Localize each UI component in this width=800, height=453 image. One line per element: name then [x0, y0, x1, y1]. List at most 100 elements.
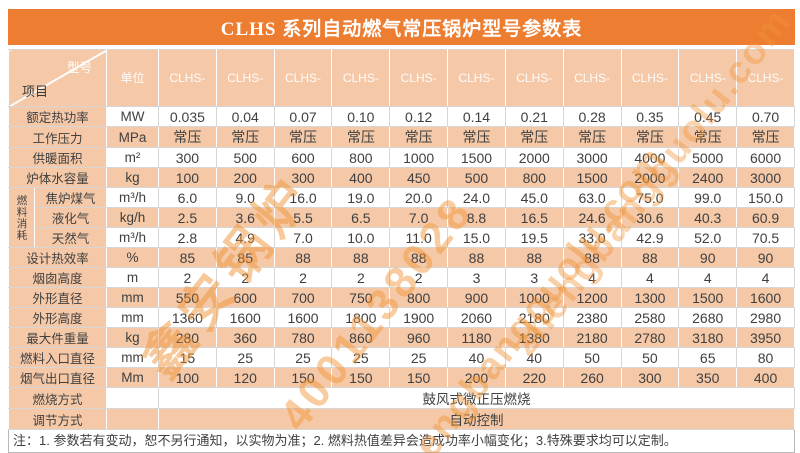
value-cell: 15: [158, 347, 217, 368]
unit-cell: kg: [106, 167, 159, 188]
corner-item-label: 项目: [22, 84, 49, 99]
unit-cell: kg: [106, 327, 159, 348]
value-cell: 200: [215, 167, 275, 188]
value-cell: 800: [504, 167, 564, 188]
value-cell: 300: [620, 367, 680, 388]
value-cell: 88: [504, 247, 564, 268]
value-cell: 0.14: [447, 106, 506, 127]
value-cell: 2.5: [158, 207, 217, 228]
value-cell: 0.04: [215, 106, 275, 127]
table-row: 额定热功率 MW 0.035 0.04 0.07 0.10 0.12 0.14 0.21 0.28…: [8, 106, 795, 127]
unit-cell: MPa: [106, 126, 159, 148]
unit-cell: [106, 387, 159, 409]
value-cell: 150: [331, 367, 391, 388]
value-cell: 4: [620, 267, 680, 288]
value-cell: 550: [158, 287, 217, 308]
unit-cell: MW: [106, 106, 159, 127]
value-cell: 40: [447, 347, 506, 368]
value-cell: 3000: [562, 147, 622, 168]
value-cell: 100: [158, 367, 217, 388]
value-cell: 常压: [389, 126, 449, 148]
row-label: 燃烧方式: [8, 387, 107, 409]
value-cell: 100: [158, 167, 217, 188]
row-label: 最大件重量: [8, 327, 107, 348]
value-cell: 88: [331, 247, 391, 268]
table-row: 天然气 m³/h 2.8 4.9 7.0 10.0 11.0 15.0 19.5 33.0 42.9…: [9, 227, 795, 248]
value-cell: 4.9: [215, 227, 275, 248]
table-body: 额定热功率 MW 0.035 0.04 0.07 0.10 0.12 0.14 0.21 0.28…: [8, 106, 795, 430]
value-cell: 25: [215, 347, 275, 368]
value-cell: 1500: [447, 147, 506, 168]
model-prefix: CLHS-: [227, 71, 264, 85]
row-label: 焦炉煤气: [34, 187, 107, 208]
value-cell: 3000: [736, 167, 795, 188]
value-cell: 150.0: [736, 187, 795, 208]
model-header-cell: CLHS-0.05: [215, 49, 275, 107]
model-prefix: CLHS-: [574, 71, 611, 85]
value-cell: 600: [215, 287, 275, 308]
value-cell: 860: [331, 327, 391, 348]
table-row: 外形高度 mm 1360 1600 1600 1800 1900 2060 2180 2380 25…: [8, 307, 795, 328]
value-cell: 400: [736, 367, 795, 388]
value-cell: 120: [215, 367, 275, 388]
value-cell: 4: [736, 267, 795, 288]
value-cell: 900: [447, 287, 506, 308]
row-label: 燃料入口直径: [8, 347, 107, 368]
value-cell: 24.0: [447, 187, 506, 208]
model-prefix: CLHS-: [689, 71, 726, 85]
value-cell: 1360: [158, 307, 217, 328]
value-cell: 150: [273, 367, 333, 388]
value-cell: 2: [215, 267, 275, 288]
value-cell: 2680: [678, 307, 738, 328]
value-cell: 20.0: [389, 187, 449, 208]
row-label: 外形高度: [8, 307, 107, 328]
span-value-cell: 鼓风式微正压燃烧: [158, 387, 795, 409]
row-label: 天然气: [34, 227, 107, 248]
value-cell: 2980: [736, 307, 795, 328]
model-prefix: CLHS-: [342, 71, 379, 85]
value-cell: 7.0: [273, 227, 333, 248]
value-cell: 19.0: [331, 187, 391, 208]
boiler-spec-table: 型号 项目 单位 CLHS-0.025CLHS-0.05CLHS-0.07CLH…: [8, 49, 795, 430]
value-cell: 150: [389, 367, 449, 388]
value-cell: 6000: [736, 147, 795, 168]
unit-cell: m: [106, 267, 159, 288]
value-cell: 2060: [447, 307, 506, 328]
header-row: 型号 项目 单位 CLHS-0.025CLHS-0.05CLHS-0.07CLH…: [8, 49, 795, 107]
value-cell: 2000: [620, 167, 680, 188]
row-label: 炉体水容量: [8, 167, 107, 188]
unit-cell: m³/h: [106, 187, 159, 208]
value-cell: 7.0: [389, 207, 449, 228]
table-row: 调节方式 自动控制: [8, 408, 795, 430]
unit-cell: kg/h: [106, 207, 159, 228]
unit-cell: m³/h: [106, 227, 159, 248]
value-cell: 700: [273, 287, 333, 308]
value-cell: 19.5: [504, 227, 564, 248]
model-header-cell: CLHS-0.45: [678, 49, 738, 107]
value-cell: 2: [331, 267, 391, 288]
value-cell: 90: [736, 247, 795, 268]
value-cell: 800: [331, 147, 391, 168]
table-row: 烟气出口直径 Mm 100 120 150 150 150 200 220 260 300 350 40…: [8, 367, 795, 388]
value-cell: 常压: [736, 126, 795, 148]
value-cell: 常压: [562, 126, 622, 148]
row-label: 外形直径: [8, 287, 107, 308]
value-cell: 0.035: [158, 106, 217, 127]
row-label: 调节方式: [8, 408, 107, 430]
value-cell: 800: [389, 287, 449, 308]
value-cell: 24.6: [562, 207, 622, 228]
value-cell: 1000: [389, 147, 449, 168]
value-cell: 3180: [678, 327, 738, 348]
value-cell: 750: [331, 287, 391, 308]
span-value-cell: 自动控制: [158, 408, 795, 430]
unit-header-cell: 单位: [106, 49, 159, 107]
value-cell: 200: [447, 367, 506, 388]
row-label: 额定热功率: [8, 106, 107, 127]
table-row: 烟囱高度 m 2 2 2 2 2 3 3 4 4 4 4: [8, 267, 795, 288]
value-cell: 600: [273, 147, 333, 168]
value-cell: 11.0: [389, 227, 449, 248]
footnote: 注：1. 参数若有变动，恕不另行通知，以实物为准；2. 燃料热值差异会造成功率小…: [8, 430, 795, 453]
value-cell: 1500: [562, 167, 622, 188]
value-cell: 70.5: [736, 227, 795, 248]
model-header-cell: CLHS-0.14: [447, 49, 506, 107]
